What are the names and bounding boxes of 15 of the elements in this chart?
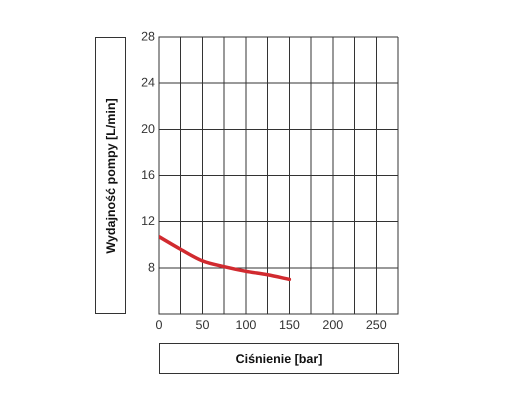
y-tick-label: 12 bbox=[141, 214, 156, 228]
x-tick-label: 150 bbox=[278, 318, 300, 332]
line-series bbox=[159, 234, 292, 282]
y-axis-title: Wydajność pompy [L/min] bbox=[104, 98, 118, 254]
y-tick-label: 16 bbox=[141, 168, 156, 182]
x-tick-label: 50 bbox=[196, 318, 210, 332]
x-axis-title: Ciśnienie [bar] bbox=[236, 352, 322, 366]
x-tick-label: 0 bbox=[156, 318, 163, 332]
y-tick-label: 8 bbox=[148, 260, 156, 274]
y-tick-label: 28 bbox=[141, 29, 156, 44]
y-tick-label: 24 bbox=[141, 76, 156, 90]
x-tick-label: 100 bbox=[235, 318, 256, 332]
x-tick-label: 200 bbox=[322, 318, 344, 332]
x-tick-label: 250 bbox=[366, 318, 387, 332]
y-tick-label: 20 bbox=[141, 122, 156, 136]
